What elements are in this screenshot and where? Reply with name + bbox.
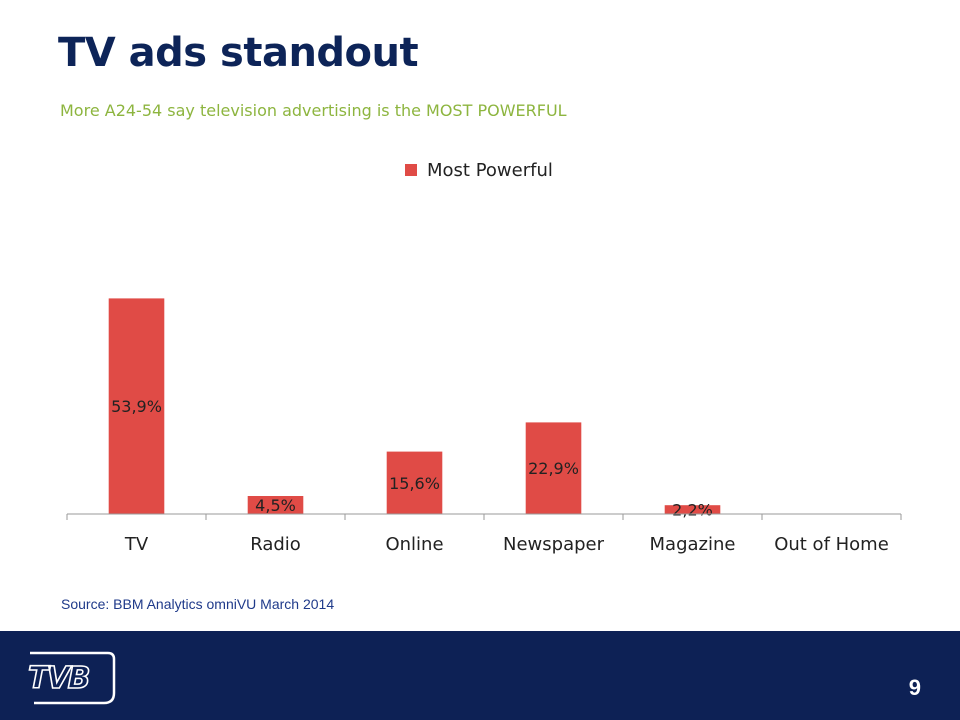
data-label: 2,2%: [672, 501, 713, 520]
slide-title: TV ads standout: [58, 30, 419, 76]
footer-bar: TVB 9: [0, 631, 960, 720]
data-label: 22,9%: [528, 459, 579, 478]
data-label: 4,5%: [255, 496, 296, 515]
page-number: 9: [908, 675, 921, 700]
x-tick-label: Magazine: [650, 534, 736, 555]
bar-online: [386, 451, 443, 514]
bar-chart: Most Powerful 53,9% 4,5% 15,6% 22,9% 2,2% TV Ra…: [66, 160, 902, 555]
x-tick-label: Newspaper: [503, 534, 605, 555]
legend-label: Most Powerful: [427, 160, 553, 181]
slide-subtitle: More A24-54 say television advertising i…: [60, 101, 567, 120]
bar-tv: [108, 298, 165, 514]
x-tick-label: Radio: [250, 534, 301, 555]
bar-radio: [247, 496, 304, 514]
x-tick-label: TV: [124, 534, 149, 555]
data-label: 15,6%: [389, 474, 440, 493]
logo-text: TVB: [28, 661, 89, 696]
x-tick-label: Online: [385, 534, 443, 555]
legend-swatch: [405, 164, 417, 176]
data-label: 53,9%: [111, 397, 162, 416]
tvb-logo: TVB: [27, 651, 116, 705]
bar-newspaper: [525, 422, 582, 514]
source-note: Source: BBM Analytics omniVU March 2014: [61, 596, 335, 612]
bar-magazine: [664, 505, 721, 514]
x-tick-label: Out of Home: [774, 534, 889, 555]
